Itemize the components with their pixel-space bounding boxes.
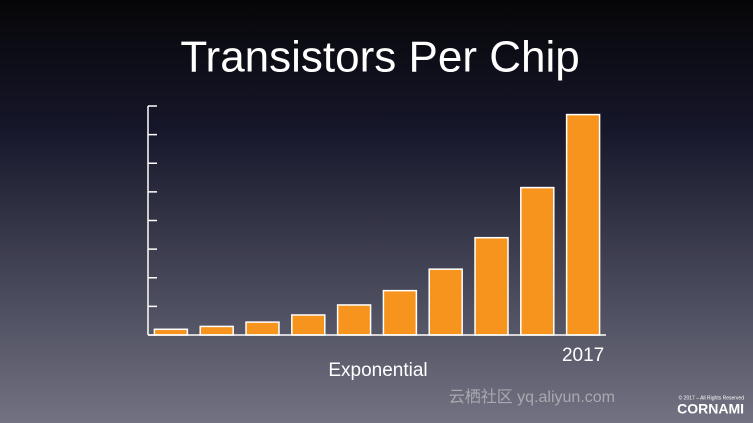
- bar: [382, 289, 418, 336]
- bar: [565, 113, 601, 336]
- copyright: © 2017 – All Rights Reserved: [679, 394, 745, 401]
- brand: CORNAMI: [677, 401, 744, 417]
- x-axis-label: Exponential: [328, 360, 427, 381]
- bar: [153, 328, 189, 336]
- bar: [291, 314, 326, 336]
- bar: [336, 304, 372, 336]
- x-tick-label: 2017: [562, 345, 604, 366]
- bar: [245, 321, 280, 336]
- bar: [474, 236, 509, 336]
- bar: [199, 325, 234, 336]
- bar: [428, 268, 463, 336]
- bar: [520, 186, 555, 336]
- watermark: 云栖社区 yq.aliyun.com: [449, 388, 615, 406]
- chart-title: Transistors Per Chip: [180, 33, 579, 82]
